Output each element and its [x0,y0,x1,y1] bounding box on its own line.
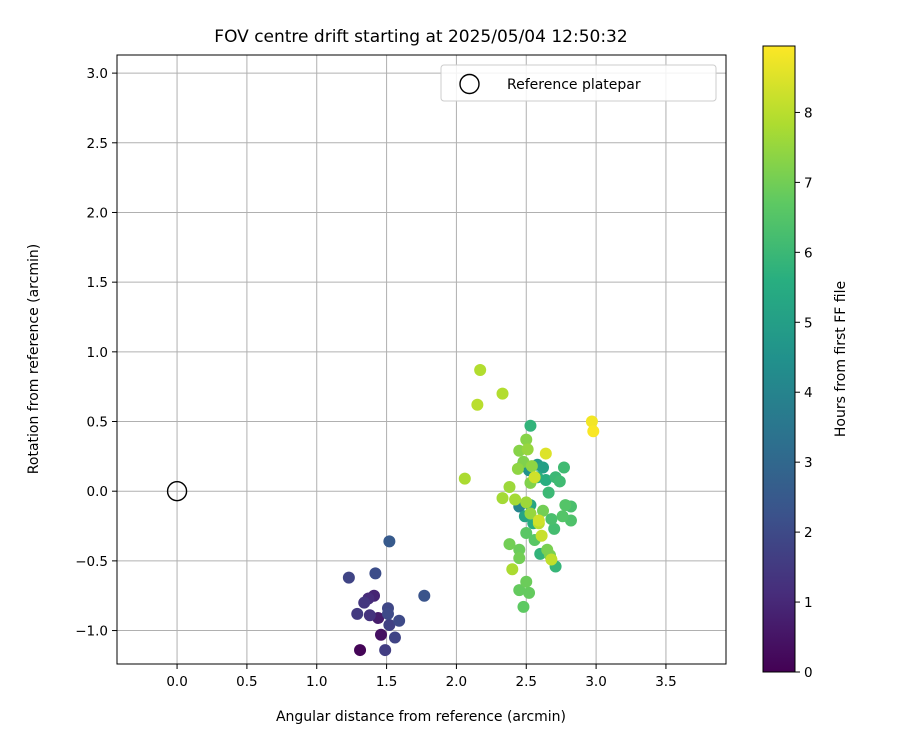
data-point [363,609,376,622]
x-tick-label: 3.5 [655,674,676,690]
data-point [532,514,545,527]
data-point [503,481,516,494]
x-tick-label: 2.5 [516,674,537,690]
data-point [542,486,555,499]
data-point [383,535,396,548]
chart-title: FOV centre drift starting at 2025/05/04 … [214,27,627,47]
y-tick-label: 1.0 [87,345,108,361]
data-point [351,607,364,620]
data-point [520,527,533,540]
legend-marker-open-circle-icon [459,73,480,95]
data-point [474,363,487,376]
data-point [418,589,431,602]
data-point [524,507,537,520]
data-point [496,387,509,400]
data-point [553,475,566,488]
data-point [509,493,522,506]
colorbar-tick-label: 2 [804,525,813,541]
colorbar-tick-label: 0 [804,665,813,681]
data-points [342,363,600,657]
data-point [523,586,536,599]
data-point [521,443,534,456]
x-tick-label: 1.0 [306,674,327,690]
data-point [585,415,598,428]
colorbar-tick-label: 1 [804,595,813,611]
y-axis-label: Rotation from reference (arcmin) [26,244,42,474]
colorbar-gradient [762,45,796,673]
data-point [545,513,558,526]
data-point [520,575,533,588]
colorbar-label: Hours from first FF file [833,281,849,437]
colorbar-tick-label: 5 [804,315,813,331]
y-tick-label: 3.0 [87,66,108,82]
y-tick-label: −0.5 [75,554,108,570]
data-point [539,447,552,460]
data-point [503,538,516,551]
y-tick-label: −1.0 [75,624,108,640]
data-point [342,571,355,584]
data-point [513,552,526,565]
data-point [388,631,401,644]
data-point [559,499,572,512]
colorbar-tick-label: 4 [804,385,813,401]
data-point [513,584,526,597]
plot-frame [116,54,727,665]
data-point [556,510,569,523]
colorbar-tick-label: 3 [804,455,813,471]
data-point [458,472,471,485]
data-point [374,628,387,641]
data-point [557,461,570,474]
data-point [496,492,509,505]
y-tick-label: 2.5 [87,136,108,152]
legend-label: Reference platepar [507,77,641,93]
data-point [548,522,561,535]
y-axis-ticks: −1.0 −0.5 0.0 0.5 1.0 1.5 2.0 2.5 3.0 [75,66,117,640]
x-tick-label: 3.0 [585,674,606,690]
data-point [587,425,600,438]
data-point [537,461,550,474]
legend: Reference platepar [440,64,717,102]
x-tick-label: 1.5 [376,674,397,690]
data-point [511,462,524,475]
colorbar-tick-label: 7 [804,175,813,191]
data-point [513,543,526,556]
data-point [393,614,406,627]
reference-marker-layer [166,480,188,502]
colorbar-tick-label: 6 [804,245,813,261]
data-point [471,398,484,411]
y-tick-label: 0.0 [87,484,108,500]
data-point [369,567,382,580]
data-point [383,618,396,631]
y-tick-label: 1.5 [87,275,108,291]
data-point [535,529,548,542]
x-tick-label: 0.5 [236,674,257,690]
data-point [528,471,541,484]
data-point [537,504,550,517]
data-point [524,419,537,432]
data-point [506,563,519,576]
legend-box [440,64,717,102]
data-point [381,607,394,620]
data-point [517,600,530,613]
colorbar-ticks: 0 1 2 3 4 5 6 7 8 [795,105,813,681]
x-axis-ticks: 0.0 0.5 1.0 1.5 2.0 2.5 3.0 3.5 [166,664,677,690]
data-point [545,553,558,566]
data-point [520,496,533,509]
x-tick-label: 0.0 [166,674,187,690]
y-tick-label: 2.0 [87,205,108,221]
grid [117,55,726,664]
reference-platepar-marker [166,480,188,502]
data-point [520,433,533,446]
data-point [354,644,367,657]
data-point [525,460,538,473]
colorbar: 0 1 2 3 4 5 6 7 8 Hours from first FF file [762,45,849,681]
x-axis-label: Angular distance from reference (arcmin) [276,709,566,725]
y-tick-label: 0.5 [87,415,108,431]
data-point [539,474,552,487]
data-point [379,644,392,657]
colorbar-tick-label: 8 [804,105,813,121]
x-tick-label: 2.0 [446,674,467,690]
data-point [358,596,371,609]
